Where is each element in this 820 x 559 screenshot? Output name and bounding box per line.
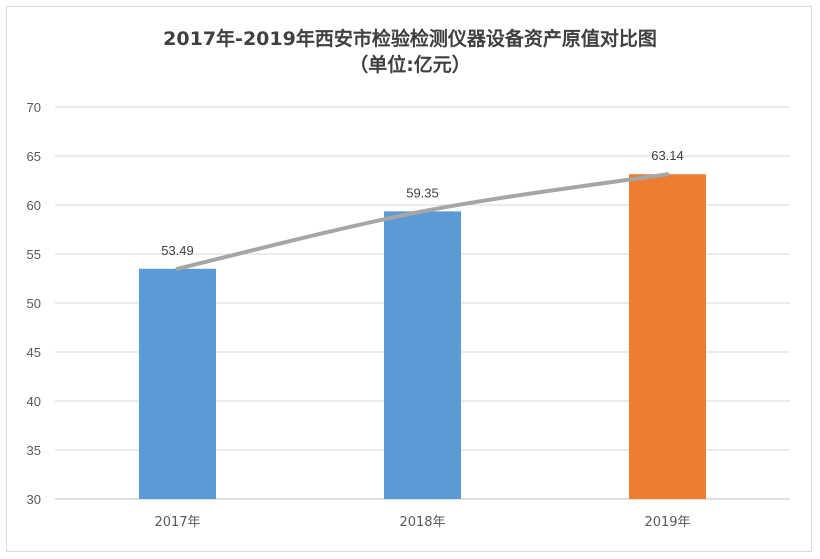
y-tick-label: 65 (27, 149, 41, 164)
y-tick-label: 30 (27, 492, 41, 507)
y-tick-label: 40 (27, 394, 41, 409)
chart-title: 2017年-2019年西安市检验检测仪器设备资产原值对比图 (163, 28, 657, 50)
x-tick-label: 2018年 (399, 515, 445, 530)
bar (384, 211, 461, 499)
bar (139, 268, 216, 499)
y-tick-label: 60 (27, 198, 41, 213)
y-axis: 30 35 40 45 50 55 60 65 70 (27, 100, 41, 507)
x-tick-label: 2019年 (644, 515, 690, 530)
x-axis: 2017年 2018年 2019年 (154, 515, 690, 530)
chart-subtitle: （单位:亿元） (349, 54, 471, 76)
y-tick-label: 70 (27, 100, 41, 115)
bars (139, 174, 706, 499)
data-label: 53.49 (161, 243, 194, 258)
trend-line-group (175, 172, 670, 271)
bar (629, 174, 706, 499)
y-tick-label: 55 (27, 247, 41, 262)
y-tick-label: 50 (27, 296, 41, 311)
trend-line (175, 172, 670, 271)
x-tick-label: 2017年 (154, 515, 200, 530)
data-label: 59.35 (406, 185, 439, 200)
y-tick-label: 45 (27, 345, 41, 360)
y-tick-label: 35 (27, 443, 41, 458)
data-labels: 53.49 59.35 63.14 (161, 148, 684, 258)
data-label: 63.14 (651, 148, 684, 163)
